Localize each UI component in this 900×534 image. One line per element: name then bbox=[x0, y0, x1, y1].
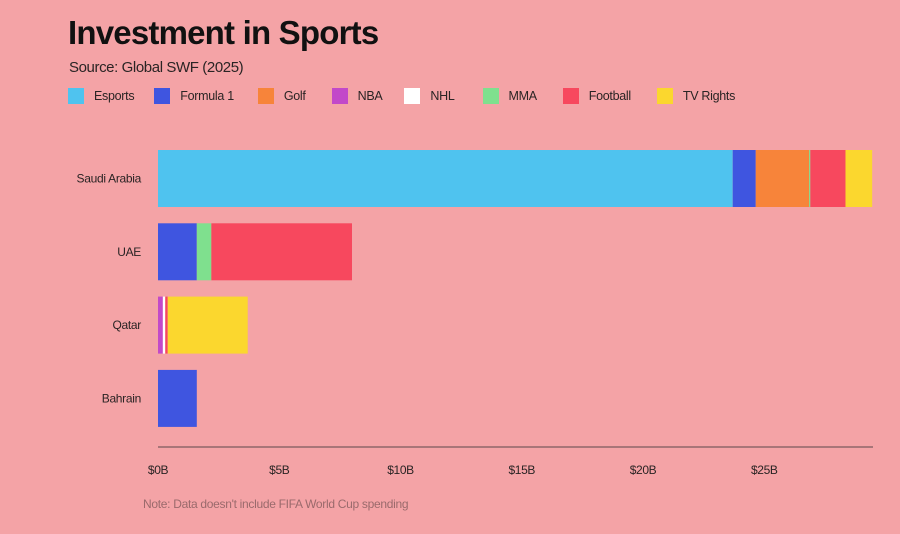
legend-swatch bbox=[68, 88, 84, 104]
legend-swatch bbox=[404, 88, 421, 104]
legend-label: NHL bbox=[430, 89, 455, 103]
legend-swatch bbox=[562, 88, 579, 104]
x-tick-label: $5B bbox=[269, 463, 290, 477]
category-label-bahrain: Bahrain bbox=[102, 391, 141, 405]
legend-label: Esports bbox=[94, 89, 135, 103]
bar-qatar-nba bbox=[158, 296, 163, 354]
category-label-uae: UAE bbox=[117, 245, 141, 259]
bar-saudi-arabia-football bbox=[810, 150, 846, 207]
legend-item-nhl: NHL bbox=[404, 88, 455, 104]
bar-saudi-arabia-mma bbox=[809, 150, 811, 207]
legend-swatch bbox=[656, 88, 673, 104]
category-label-qatar: Qatar bbox=[112, 318, 141, 332]
legend-label: NBA bbox=[357, 89, 383, 103]
legend-item-golf: Golf bbox=[257, 88, 306, 104]
x-tick-label: $20B bbox=[630, 463, 657, 477]
chart-note: Note: Data doesn't include FIFA World Cu… bbox=[143, 497, 409, 511]
x-tick-label: $25B bbox=[751, 463, 778, 477]
bar-bahrain-formula-1 bbox=[158, 369, 197, 427]
legend-item-tv-rights: TV Rights bbox=[656, 88, 736, 104]
bar-qatar-tv-rights bbox=[167, 296, 248, 354]
legend: Esports Formula 1 Golf NBA NHL MMA Football TV … bbox=[68, 88, 735, 104]
chart-subtitle: Source: Global SWF (2025) bbox=[69, 59, 244, 76]
legend-swatch bbox=[482, 88, 499, 104]
x-tick-label: $15B bbox=[509, 463, 536, 477]
legend-swatch bbox=[154, 88, 171, 104]
bar-saudi-arabia-tv-rights bbox=[845, 150, 873, 207]
legend-item-formula-1: Formula 1 bbox=[154, 88, 234, 104]
legend-swatch bbox=[257, 88, 274, 104]
legend-item-esports: Esports bbox=[68, 88, 135, 104]
bar-saudi-arabia-esports bbox=[158, 150, 733, 207]
bar-uae-mma bbox=[196, 223, 212, 281]
legend-label: Formula 1 bbox=[180, 89, 234, 103]
legend-item-nba: NBA bbox=[331, 88, 383, 104]
x-tick-label: $10B bbox=[387, 463, 414, 477]
legend-label: MMA bbox=[508, 89, 538, 103]
chart-title: Investment in Sports bbox=[68, 14, 379, 51]
bar-saudi-arabia-formula-1 bbox=[732, 150, 756, 207]
legend-item-football: Football bbox=[562, 88, 631, 104]
bar-uae-football bbox=[211, 223, 352, 281]
legend-label: Football bbox=[588, 89, 631, 103]
bar-saudi-arabia-golf bbox=[755, 150, 810, 207]
legend-label: Golf bbox=[283, 89, 306, 103]
legend-label: TV Rights bbox=[682, 89, 736, 103]
bar-qatar-football bbox=[165, 296, 168, 354]
bar-qatar-nhl bbox=[162, 296, 166, 354]
x-tick-label: $0B bbox=[148, 463, 169, 477]
category-label-saudi-arabia: Saudi Arabia bbox=[77, 172, 142, 186]
bar-uae-formula-1 bbox=[158, 223, 197, 281]
legend-swatch bbox=[331, 88, 348, 104]
legend-item-mma: MMA bbox=[482, 88, 538, 104]
